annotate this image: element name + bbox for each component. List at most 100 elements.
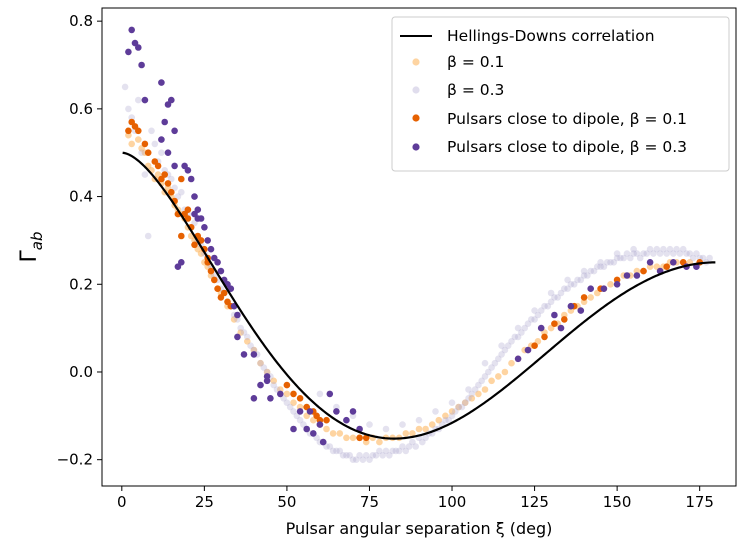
legend-label-beta-0.1: β = 0.1 <box>447 53 504 71</box>
point-beta-0.3 <box>689 254 697 262</box>
point-beta-0.3 <box>452 408 459 415</box>
point-beta-0.3 <box>574 276 581 284</box>
legend-marker-beta-0.3 <box>412 86 420 94</box>
point-beta-0.3 <box>495 355 502 363</box>
point-beta-0.3 <box>594 263 601 271</box>
point-dipole-beta-0.3 <box>191 193 198 200</box>
point-beta-0.3 <box>551 294 558 301</box>
point-beta-0.3 <box>475 381 482 389</box>
point-dipole-beta-0.3 <box>158 136 165 143</box>
point-dipole-beta-0.1 <box>211 276 218 284</box>
point-dipole-beta-0.1 <box>663 263 670 271</box>
point-beta-0.3 <box>607 259 614 266</box>
point-beta-0.3 <box>514 333 522 341</box>
point-beta-0.3 <box>679 245 687 253</box>
point-beta-0.3 <box>247 342 254 350</box>
point-beta-0.3 <box>144 232 152 240</box>
point-beta-0.3 <box>369 452 377 459</box>
point-beta-0.3 <box>399 443 406 450</box>
point-dipole-beta-0.3 <box>178 259 185 266</box>
point-beta-0.3 <box>376 447 383 455</box>
point-beta-0.3 <box>382 425 390 433</box>
point-beta-0.3 <box>296 416 304 424</box>
point-beta-0.1 <box>461 399 469 407</box>
point-beta-0.3 <box>465 395 472 402</box>
legend-marker-beta-0.1 <box>412 58 420 66</box>
point-beta-0.3 <box>316 390 324 398</box>
point-dipole-beta-0.1 <box>144 149 152 156</box>
point-beta-0.1 <box>343 434 350 442</box>
y-tick-label: 0.8 <box>69 12 93 30</box>
point-beta-0.3 <box>531 316 538 323</box>
point-dipole-beta-0.1 <box>356 434 363 442</box>
point-dipole-beta-0.1 <box>135 127 142 135</box>
point-beta-0.3 <box>379 452 387 459</box>
point-dipole-beta-0.3 <box>587 285 594 293</box>
point-dipole-beta-0.3 <box>240 351 248 358</box>
point-dipole-beta-0.3 <box>168 96 175 104</box>
point-beta-0.3 <box>666 245 674 253</box>
point-beta-0.3 <box>240 329 248 336</box>
point-beta-0.3 <box>518 329 525 336</box>
point-dipole-beta-0.3 <box>257 381 264 389</box>
point-dipole-beta-0.1 <box>214 285 221 293</box>
point-beta-0.3 <box>508 338 515 345</box>
point-beta-0.3 <box>333 447 340 455</box>
point-beta-0.3 <box>471 386 479 393</box>
point-beta-0.3 <box>270 381 278 389</box>
point-dipole-beta-0.3 <box>349 408 357 415</box>
point-dipole-beta-0.3 <box>319 438 327 446</box>
point-beta-0.3 <box>442 416 449 424</box>
point-dipole-beta-0.1 <box>161 171 168 178</box>
point-beta-0.3 <box>650 250 657 257</box>
point-beta-0.3 <box>640 250 647 257</box>
point-dipole-beta-0.3 <box>204 237 211 244</box>
point-dipole-beta-0.3 <box>234 333 241 341</box>
point-dipole-beta-0.3 <box>227 285 235 293</box>
point-beta-0.3 <box>409 438 416 446</box>
point-dipole-beta-0.3 <box>303 425 311 433</box>
point-dipole-beta-0.3 <box>214 259 221 266</box>
point-dipole-beta-0.3 <box>263 373 271 380</box>
point-beta-0.1 <box>290 399 297 407</box>
point-dipole-beta-0.3 <box>194 215 202 222</box>
point-beta-0.3 <box>336 447 344 455</box>
point-beta-0.3 <box>260 364 268 371</box>
x-tick-label: 0 <box>117 493 127 511</box>
x-tick-label: 175 <box>685 493 714 511</box>
point-beta-0.3 <box>683 250 690 257</box>
point-dipole-beta-0.3 <box>171 162 178 170</box>
point-beta-0.3 <box>461 399 469 407</box>
point-beta-0.3 <box>125 105 132 113</box>
point-beta-0.3 <box>458 403 466 411</box>
point-beta-0.3 <box>514 324 522 332</box>
point-dipole-beta-0.3 <box>164 149 172 156</box>
x-axis-label: Pulsar angular separation ξ (deg) <box>286 519 553 538</box>
point-dipole-beta-0.3 <box>267 395 274 402</box>
legend-box <box>391 16 730 172</box>
legend-label-dipole-beta-0.3: Pulsars close to dipole, β = 0.3 <box>447 138 687 156</box>
point-beta-0.3 <box>584 272 591 279</box>
point-beta-0.1 <box>448 408 456 415</box>
point-beta-0.1 <box>402 430 410 437</box>
point-dipole-beta-0.3 <box>125 48 132 56</box>
point-beta-0.3 <box>386 452 393 459</box>
point-beta-0.3 <box>405 443 413 450</box>
point-dipole-beta-0.3 <box>514 355 522 363</box>
point-dipole-beta-0.1 <box>154 162 162 170</box>
point-beta-0.3 <box>663 250 670 257</box>
series-dipole-beta-0.1 <box>125 118 703 442</box>
point-beta-0.1 <box>442 412 449 420</box>
point-beta-0.1 <box>349 434 357 442</box>
point-beta-0.3 <box>286 403 294 411</box>
point-beta-0.3 <box>237 324 244 332</box>
point-dipole-beta-0.3 <box>600 285 608 293</box>
point-beta-0.1 <box>135 136 142 143</box>
y-tick-label: 0.0 <box>69 363 93 381</box>
legend-label-beta-0.3: β = 0.3 <box>447 81 504 99</box>
point-beta-0.3 <box>465 386 472 393</box>
point-dipole-beta-0.3 <box>326 390 334 398</box>
point-beta-0.3 <box>521 324 528 332</box>
point-beta-0.3 <box>544 302 552 310</box>
point-beta-0.3 <box>244 333 251 341</box>
